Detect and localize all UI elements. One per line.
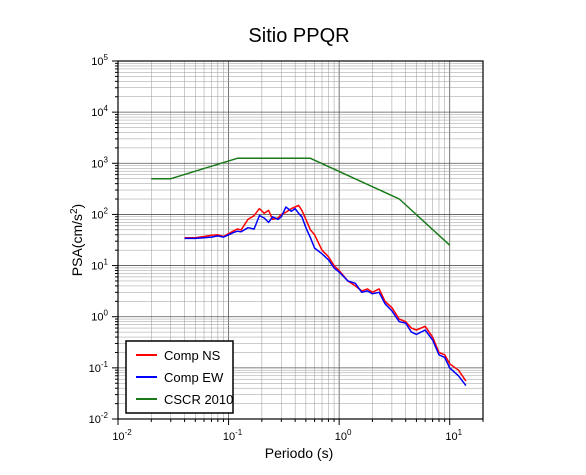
legend: Comp NS Comp EW CSCR 2010 — [125, 340, 234, 414]
y-tick-label-base: 10 — [89, 363, 101, 375]
series-line — [184, 206, 467, 387]
x-tick-label: 100 — [335, 428, 352, 443]
y-tick-label-exponent: 1 — [104, 258, 109, 267]
y-tick-label-base: 10 — [91, 56, 103, 68]
y-axis-label-close: ) — [69, 204, 85, 209]
y-tick-label: 105 — [91, 53, 108, 68]
plot-frame — [117, 60, 484, 420]
series-layer — [151, 157, 467, 387]
y-tick-label-base: 10 — [91, 312, 103, 324]
y-tick-label-base: 10 — [91, 107, 103, 119]
x-tick-label-exponent: -1 — [235, 428, 243, 437]
x-tick-label: 10-2 — [112, 428, 132, 443]
x-tick-label-base: 10 — [445, 431, 457, 443]
x-tick-label-exponent: 1 — [458, 428, 463, 437]
x-tick-label: 10-1 — [223, 428, 243, 443]
y-axis-label: PSA(cm/s2) — [69, 204, 85, 276]
x-tick-label: 101 — [445, 428, 462, 443]
legend-label: Comp NS — [164, 348, 221, 363]
y-tick-label-exponent: 0 — [104, 309, 109, 318]
y-tick-label-base: 10 — [91, 261, 103, 273]
y-axis-label-base: PSA(cm/s — [69, 214, 85, 276]
y-tick-label-base: 10 — [91, 209, 103, 221]
x-tick-label-base: 10 — [112, 431, 124, 443]
legend-label: Comp EW — [164, 370, 224, 385]
y-tick-label-exponent: 4 — [104, 104, 109, 113]
y-tick-label: 10-2 — [89, 411, 109, 426]
x-axis-label: Periodo (s) — [265, 445, 333, 461]
x-tick-label-exponent: -2 — [125, 428, 133, 437]
x-tick-label-base: 10 — [223, 431, 235, 443]
y-tick-label-base: 10 — [89, 414, 101, 426]
y-tick-label: 103 — [91, 155, 108, 170]
y-tick-label: 102 — [91, 206, 108, 221]
y-tick-label-base: 10 — [91, 158, 103, 170]
y-tick-label: 101 — [91, 258, 108, 273]
y-tick-label: 100 — [91, 309, 108, 324]
x-tick-label-exponent: 0 — [347, 428, 352, 437]
y-tick-label-exponent: 5 — [104, 53, 109, 62]
y-axis-label-superscript: 2 — [69, 208, 80, 214]
x-tick-label-base: 10 — [335, 431, 347, 443]
legend-label: CSCR 2010 — [164, 392, 233, 407]
grid — [117, 61, 484, 420]
y-tick-label: 104 — [91, 104, 108, 119]
y-tick-label-exponent: -1 — [101, 360, 109, 369]
chart-title: Sitio PPQR — [248, 25, 349, 47]
series-line — [184, 204, 467, 382]
y-tick-label-exponent: -2 — [101, 411, 109, 420]
y-tick-label: 10-1 — [89, 360, 109, 375]
series-line — [151, 157, 451, 246]
y-tick-label-exponent: 2 — [104, 206, 109, 215]
y-tick-label-exponent: 3 — [104, 155, 109, 164]
